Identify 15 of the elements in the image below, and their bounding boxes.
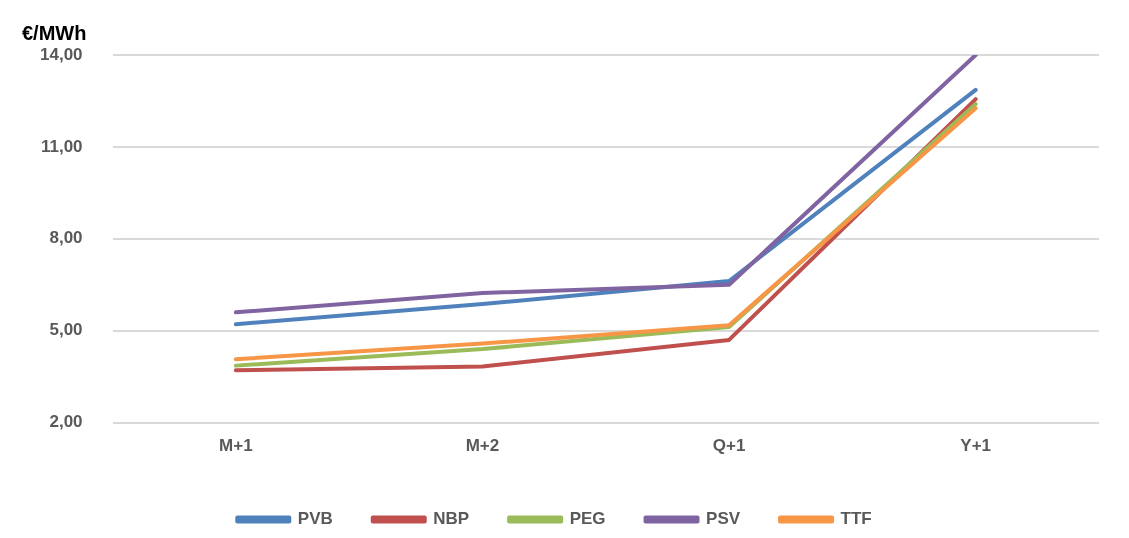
legend-label: NBP: [433, 509, 470, 529]
x-tick-label: M+1: [219, 436, 253, 456]
legend-label: PSV: [706, 509, 741, 529]
x-tick-label: Y+1: [960, 436, 992, 456]
legend-label: PVB: [297, 509, 333, 529]
y-axis-title: €/MWh: [22, 22, 87, 45]
y-tick-label: 11,00: [40, 136, 83, 156]
legend-label: TTF: [840, 509, 872, 529]
y-tick-label: 2,00: [49, 412, 83, 432]
x-tick-label: M+2: [465, 436, 500, 456]
y-tick-label: 8,00: [49, 228, 83, 248]
x-tick-label: Q+1: [712, 436, 746, 456]
legend-label: PEG: [569, 509, 606, 529]
y-tick-label: 5,00: [49, 320, 83, 340]
y-tick-label: 14,00: [39, 44, 83, 64]
